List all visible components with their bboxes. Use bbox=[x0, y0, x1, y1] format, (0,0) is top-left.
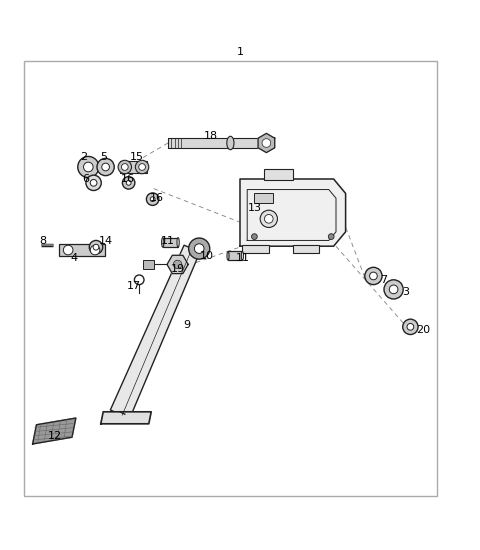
Text: 14: 14 bbox=[98, 236, 113, 246]
Circle shape bbox=[63, 245, 73, 255]
Ellipse shape bbox=[177, 238, 179, 247]
Circle shape bbox=[93, 244, 99, 250]
Circle shape bbox=[126, 180, 131, 185]
Bar bbox=[168, 138, 266, 148]
Circle shape bbox=[260, 210, 277, 228]
Text: 4: 4 bbox=[71, 253, 78, 263]
Text: 5: 5 bbox=[100, 152, 107, 162]
Polygon shape bbox=[240, 179, 346, 246]
Circle shape bbox=[403, 319, 418, 334]
Text: 7: 7 bbox=[381, 275, 387, 285]
Text: 13: 13 bbox=[247, 203, 262, 213]
Circle shape bbox=[89, 240, 103, 254]
Text: 18: 18 bbox=[204, 131, 218, 141]
Bar bbox=[143, 260, 154, 270]
Circle shape bbox=[118, 160, 132, 174]
Circle shape bbox=[328, 234, 334, 239]
Text: 2: 2 bbox=[81, 152, 87, 162]
Text: 19: 19 bbox=[170, 264, 185, 274]
Text: 9: 9 bbox=[184, 321, 191, 331]
Circle shape bbox=[78, 156, 99, 178]
Polygon shape bbox=[167, 255, 188, 273]
Circle shape bbox=[135, 160, 149, 174]
Circle shape bbox=[121, 164, 128, 170]
Polygon shape bbox=[258, 134, 275, 152]
Circle shape bbox=[90, 245, 100, 255]
Text: 16: 16 bbox=[150, 193, 164, 203]
Circle shape bbox=[84, 162, 93, 172]
Circle shape bbox=[370, 272, 377, 280]
Text: 11: 11 bbox=[161, 236, 175, 246]
Circle shape bbox=[389, 285, 398, 294]
Bar bbox=[264, 169, 293, 180]
Bar bbox=[120, 161, 147, 173]
Bar bbox=[24, 62, 437, 496]
Bar bbox=[254, 194, 273, 203]
Bar bbox=[228, 251, 242, 260]
Bar bbox=[242, 245, 269, 254]
Ellipse shape bbox=[162, 238, 164, 247]
Circle shape bbox=[86, 175, 101, 190]
Circle shape bbox=[122, 177, 135, 189]
Circle shape bbox=[384, 280, 403, 299]
Bar bbox=[293, 245, 319, 254]
Text: 3: 3 bbox=[402, 287, 409, 297]
Text: 15: 15 bbox=[130, 152, 144, 162]
Circle shape bbox=[134, 275, 144, 284]
Circle shape bbox=[252, 234, 257, 239]
Polygon shape bbox=[101, 412, 151, 424]
Polygon shape bbox=[110, 245, 200, 419]
Ellipse shape bbox=[227, 136, 234, 150]
Circle shape bbox=[264, 214, 273, 223]
Text: 10: 10 bbox=[199, 251, 214, 261]
Ellipse shape bbox=[241, 251, 243, 260]
Text: 17: 17 bbox=[126, 280, 141, 290]
Circle shape bbox=[90, 179, 97, 186]
Ellipse shape bbox=[227, 251, 229, 260]
Text: 1: 1 bbox=[237, 47, 243, 57]
Circle shape bbox=[146, 193, 159, 205]
Text: 11: 11 bbox=[235, 253, 250, 263]
Bar bbox=[163, 238, 178, 247]
Circle shape bbox=[407, 323, 414, 330]
Circle shape bbox=[262, 139, 271, 147]
Circle shape bbox=[173, 260, 182, 268]
Circle shape bbox=[150, 197, 155, 201]
Text: 16: 16 bbox=[121, 174, 135, 184]
Text: 8: 8 bbox=[40, 236, 47, 246]
Circle shape bbox=[102, 163, 109, 171]
Bar bbox=[59, 244, 105, 256]
Circle shape bbox=[189, 238, 210, 259]
Text: 6: 6 bbox=[82, 174, 89, 184]
Circle shape bbox=[194, 244, 204, 254]
Circle shape bbox=[365, 267, 382, 284]
Text: 20: 20 bbox=[416, 325, 431, 335]
Circle shape bbox=[97, 158, 114, 175]
Circle shape bbox=[139, 164, 145, 170]
Polygon shape bbox=[33, 418, 76, 444]
Text: 12: 12 bbox=[48, 431, 62, 441]
